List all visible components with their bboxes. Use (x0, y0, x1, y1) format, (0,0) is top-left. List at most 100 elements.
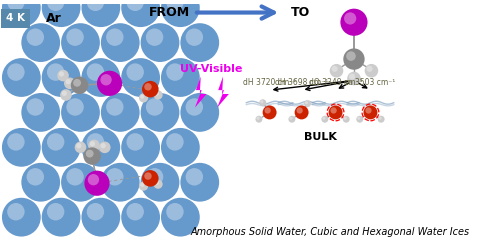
Circle shape (57, 70, 69, 81)
Circle shape (260, 100, 264, 103)
Circle shape (60, 89, 72, 101)
Circle shape (22, 93, 60, 132)
Circle shape (154, 180, 162, 189)
Circle shape (101, 163, 140, 202)
Circle shape (2, 198, 40, 237)
Circle shape (61, 163, 100, 202)
Circle shape (140, 93, 179, 132)
Circle shape (264, 107, 271, 114)
Circle shape (305, 101, 308, 104)
Circle shape (42, 0, 80, 27)
Circle shape (142, 81, 158, 98)
Text: 4 K: 4 K (6, 13, 25, 23)
Circle shape (7, 203, 24, 220)
Circle shape (121, 128, 160, 167)
Circle shape (349, 74, 355, 80)
Circle shape (186, 28, 203, 46)
Circle shape (180, 163, 219, 202)
Circle shape (7, 133, 24, 151)
Circle shape (262, 105, 276, 119)
Circle shape (90, 141, 95, 146)
Circle shape (364, 64, 378, 78)
Circle shape (144, 172, 152, 180)
Circle shape (344, 117, 347, 120)
Circle shape (322, 116, 328, 123)
Circle shape (73, 79, 81, 87)
Circle shape (47, 203, 64, 220)
Circle shape (166, 133, 184, 151)
Circle shape (154, 181, 159, 185)
Circle shape (126, 203, 144, 220)
Circle shape (99, 142, 110, 153)
Circle shape (146, 28, 164, 46)
Circle shape (74, 142, 86, 153)
Circle shape (296, 107, 303, 114)
Circle shape (356, 116, 364, 123)
Circle shape (256, 116, 262, 123)
Circle shape (86, 203, 104, 220)
Circle shape (121, 198, 160, 237)
Text: BULK: BULK (304, 132, 336, 142)
Circle shape (76, 143, 82, 148)
Circle shape (166, 63, 184, 81)
Circle shape (26, 98, 44, 116)
Circle shape (140, 94, 144, 99)
Circle shape (139, 181, 148, 191)
Circle shape (86, 63, 104, 81)
Circle shape (144, 83, 152, 90)
Circle shape (347, 72, 361, 85)
Circle shape (180, 93, 219, 132)
Circle shape (26, 168, 44, 185)
Circle shape (346, 51, 356, 61)
Circle shape (260, 99, 266, 106)
Circle shape (22, 23, 60, 62)
Circle shape (86, 150, 94, 158)
Circle shape (140, 23, 179, 62)
Circle shape (140, 183, 144, 187)
Circle shape (288, 116, 296, 123)
Circle shape (161, 58, 200, 97)
Circle shape (47, 0, 64, 11)
Circle shape (47, 63, 64, 81)
Circle shape (2, 0, 40, 27)
Circle shape (186, 168, 203, 185)
Circle shape (97, 71, 122, 96)
Circle shape (64, 78, 76, 89)
Circle shape (86, 133, 104, 151)
Circle shape (290, 117, 292, 120)
Circle shape (378, 116, 384, 123)
Circle shape (332, 66, 338, 72)
Circle shape (100, 143, 105, 148)
Text: dH 3720 cm⁻¹: dH 3720 cm⁻¹ (243, 78, 296, 87)
Circle shape (344, 12, 356, 24)
Circle shape (100, 74, 112, 85)
Circle shape (47, 133, 64, 151)
Circle shape (22, 163, 60, 202)
Circle shape (66, 79, 71, 84)
Circle shape (42, 58, 80, 97)
Circle shape (357, 117, 360, 120)
Polygon shape (217, 77, 229, 108)
Circle shape (294, 105, 308, 119)
Circle shape (59, 71, 64, 77)
Circle shape (342, 116, 349, 123)
Circle shape (82, 198, 120, 237)
Circle shape (2, 58, 40, 97)
Circle shape (161, 128, 200, 167)
Circle shape (106, 168, 124, 185)
Circle shape (146, 168, 164, 185)
Circle shape (140, 163, 179, 202)
Circle shape (256, 117, 260, 120)
Polygon shape (195, 77, 206, 108)
Circle shape (340, 9, 367, 36)
Text: FROM: FROM (149, 6, 190, 19)
Circle shape (161, 0, 200, 27)
Circle shape (71, 77, 88, 94)
Circle shape (364, 105, 378, 119)
Text: dΩ 3349 cm⁻¹: dΩ 3349 cm⁻¹ (309, 78, 362, 87)
Circle shape (166, 0, 184, 11)
Circle shape (2, 128, 40, 167)
Circle shape (166, 203, 184, 220)
Circle shape (7, 0, 24, 11)
Circle shape (82, 128, 120, 167)
